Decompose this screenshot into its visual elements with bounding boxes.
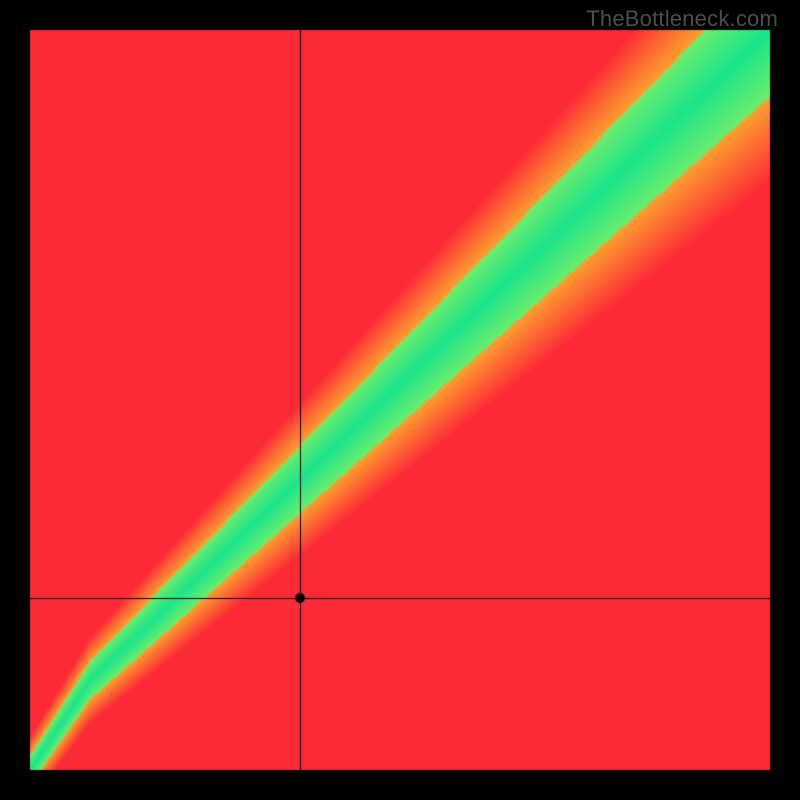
chart-container: TheBottleneck.com [0, 0, 800, 800]
watermark-text: TheBottleneck.com [586, 6, 778, 32]
bottleneck-heatmap [0, 0, 800, 800]
